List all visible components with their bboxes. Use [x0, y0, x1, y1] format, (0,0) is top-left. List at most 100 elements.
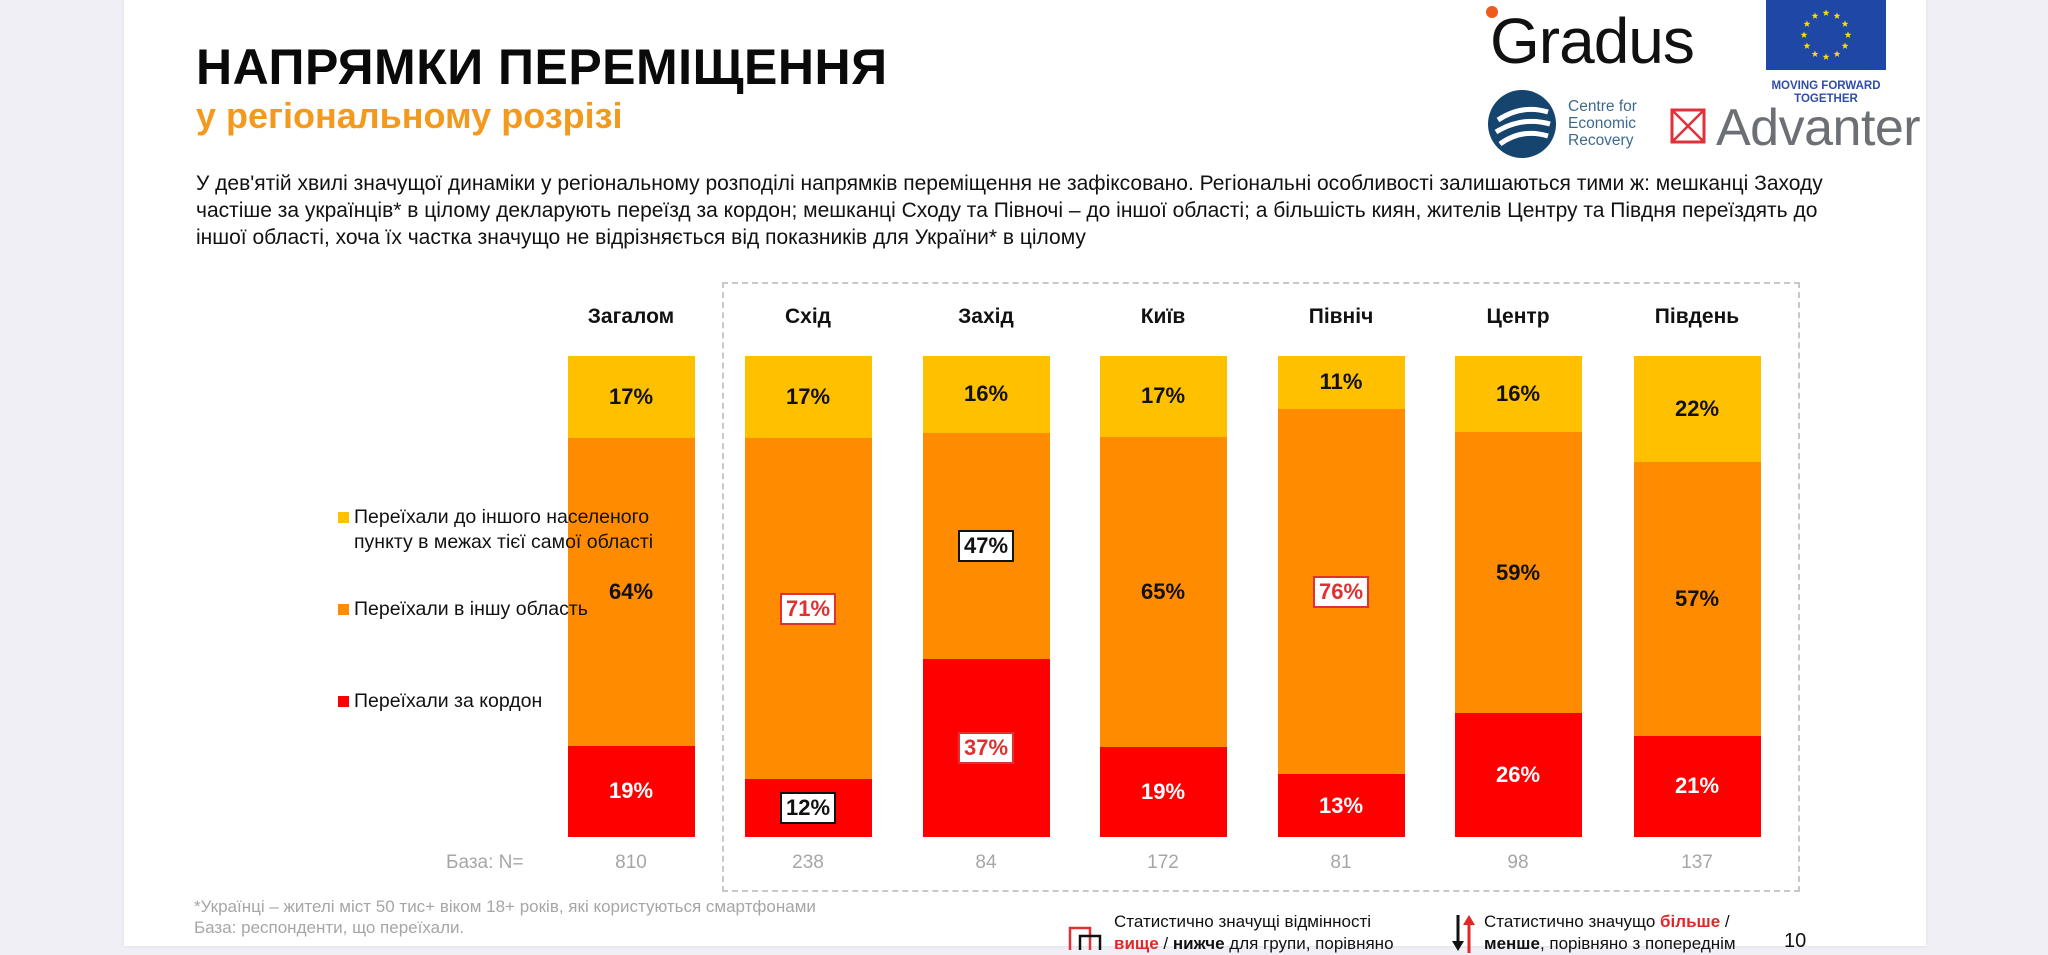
bar-segment-same-oblast: [1633, 356, 1761, 462]
eu-star-icon: [1841, 20, 1849, 27]
gradus-dot-icon: [1486, 6, 1498, 18]
data-label-abroad: 19%: [1140, 778, 1186, 804]
sig-box-line2: вище / нижче для групи, порівняно: [1114, 933, 1394, 955]
cer-logo-text: Centre for Economic Recovery: [1568, 98, 1637, 149]
eu-star-icon: [1822, 9, 1830, 16]
bar-segment-same-oblast: [567, 356, 695, 438]
data-label-abroad: 13%: [1318, 792, 1364, 818]
cer-line3: Recovery: [1568, 132, 1634, 149]
eu-star-icon: [1811, 12, 1819, 19]
category-label: Захід: [958, 305, 1014, 328]
cer-logo-icon: [1488, 90, 1556, 158]
base-n-value: 81: [1330, 852, 1352, 873]
sig-arrow-sep: /: [1720, 912, 1730, 931]
page-subtitle: у регіональному розрізі: [196, 95, 623, 136]
data-label-abroad: 21%: [1674, 773, 1720, 799]
eu-star-icon: [1822, 53, 1830, 60]
legend-swatch-same-oblast: [338, 512, 349, 523]
legend-label-other-oblast: Переїхали в іншу область: [354, 598, 588, 620]
eu-stars: [1800, 9, 1852, 60]
data-label-other-oblast: 57%: [1674, 585, 1720, 611]
gradus-logo: Gradus: [1490, 5, 1695, 77]
bar-segment-other-oblast: [1454, 432, 1582, 714]
data-label-other-oblast: 64%: [608, 578, 654, 604]
legend-swatch-abroad: [338, 696, 349, 707]
legend-label-same-oblast: Переїхали до іншого населеного пункту в …: [354, 506, 654, 553]
footnote-ukrainians: *Українці – жителі міст 50 тис+ віком 18…: [194, 897, 816, 916]
sig-less: менше: [1484, 934, 1540, 953]
partner-logos: Gradus MOVING FORWARD TOGETHER Centre fo…: [1480, 0, 1921, 160]
cer-line2: Economic: [1568, 115, 1637, 132]
eu-tagline-line2: TOGETHER: [1794, 93, 1858, 105]
legend-swatch-other-oblast: [338, 604, 349, 615]
eu-star-icon: [1800, 31, 1808, 38]
significance-arrows-icon: [1452, 915, 1475, 953]
data-label-same-oblast: 16%: [1495, 381, 1541, 407]
significance-arrow-note: Статистично значущо більше / менше, порі…: [1484, 911, 1736, 955]
base-n-value: 98: [1507, 852, 1529, 873]
bar-segment-other-oblast: [1099, 436, 1227, 747]
base-n-value: 137: [1681, 852, 1713, 873]
base-n-value: 84: [975, 852, 997, 873]
eu-star-icon: [1811, 50, 1819, 57]
sig-arrow-rest: , порівняно з попереднім: [1539, 934, 1736, 953]
regions-dashed-frame: [722, 282, 1800, 892]
footnote-base: База: респонденти, що переїхали.: [194, 918, 465, 937]
sig-box-line1: Статистично значущі відмінності: [1114, 912, 1372, 931]
intro-paragraph: У дев'ятій хвилі значущої динаміки у рег…: [196, 172, 1823, 249]
eu-star-icon: [1844, 31, 1852, 38]
eu-tagline: MOVING FORWARD TOGETHER: [1758, 80, 1894, 106]
bar-segment-abroad: [1633, 735, 1761, 837]
cer-line1: Centre for: [1568, 98, 1637, 115]
data-label-same-oblast: 17%: [785, 383, 831, 409]
data-label-other-oblast: 76%: [1312, 575, 1370, 608]
data-label-same-oblast: 16%: [963, 381, 1009, 407]
data-label-abroad: 19%: [608, 778, 654, 804]
data-label-same-oblast: 17%: [608, 383, 654, 409]
data-label-same-oblast: 17%: [1140, 383, 1186, 409]
sig-arrow-text: Статистично значущо: [1484, 912, 1661, 931]
bar-segment-same-oblast: [744, 356, 872, 438]
eu-flag-icon: [1766, 0, 1886, 70]
bar-segment-same-oblast: [1277, 356, 1405, 409]
sig-rest: для групи, порівняно: [1224, 934, 1394, 953]
data-label-abroad: 12%: [779, 792, 837, 825]
eu-tagline-line1: MOVING FORWARD: [1771, 80, 1881, 92]
advanter-logo-icon: [1670, 108, 1706, 144]
bar-segment-same-oblast: [1454, 356, 1582, 433]
bar-segment-same-oblast: [1099, 356, 1227, 437]
eu-star-icon: [1803, 20, 1811, 27]
data-label-same-oblast: 11%: [1319, 369, 1363, 395]
data-label-other-oblast: 65%: [1140, 578, 1186, 604]
significance-box-note: Статистично значущі відмінності вище / н…: [1114, 911, 1394, 955]
bar-segment-abroad: [567, 745, 695, 837]
bar-segment-other-oblast: [1633, 461, 1761, 736]
sig-arrow-line1: Статистично значущо більше /: [1484, 911, 1736, 933]
eu-star-icon: [1833, 50, 1841, 57]
bar-segment-same-oblast: [922, 356, 1050, 433]
data-label-other-oblast: 71%: [779, 592, 837, 625]
advanter-logo: Advanter: [1716, 99, 1921, 157]
base-n-value: 172: [1147, 852, 1179, 873]
bar-segment-other-oblast: [567, 437, 695, 746]
base-n-value: 810: [615, 852, 647, 873]
legend-label-abroad: Переїхали за кордон: [354, 690, 543, 712]
category-label: Центр: [1486, 305, 1550, 328]
significance-box-icon: [1068, 926, 1102, 950]
data-label-abroad: 37%: [957, 732, 1015, 764]
bar-segment-abroad: [1454, 713, 1582, 837]
category-label: Південь: [1654, 305, 1740, 328]
sig-sep: /: [1158, 934, 1173, 953]
data-label-same-oblast: 22%: [1674, 395, 1720, 421]
slide: НАПРЯМКИ ПЕРЕМІЩЕННЯ у регіональному роз…: [124, 0, 1926, 953]
page-title: НАПРЯМКИ ПЕРЕМІЩЕННЯ: [196, 39, 888, 95]
page-number: 10: [1784, 930, 1807, 952]
sig-arrow-line2: менше, порівняно з попереднім: [1484, 933, 1736, 955]
bar-segment-abroad: [1099, 746, 1227, 837]
category-label: Північ: [1308, 305, 1374, 328]
data-label-other-oblast: 59%: [1495, 559, 1541, 585]
category-label: Схід: [784, 305, 831, 328]
category-label: Київ: [1140, 305, 1186, 328]
data-label-other-oblast: 47%: [957, 529, 1015, 562]
sig-lower: нижче: [1172, 934, 1225, 953]
